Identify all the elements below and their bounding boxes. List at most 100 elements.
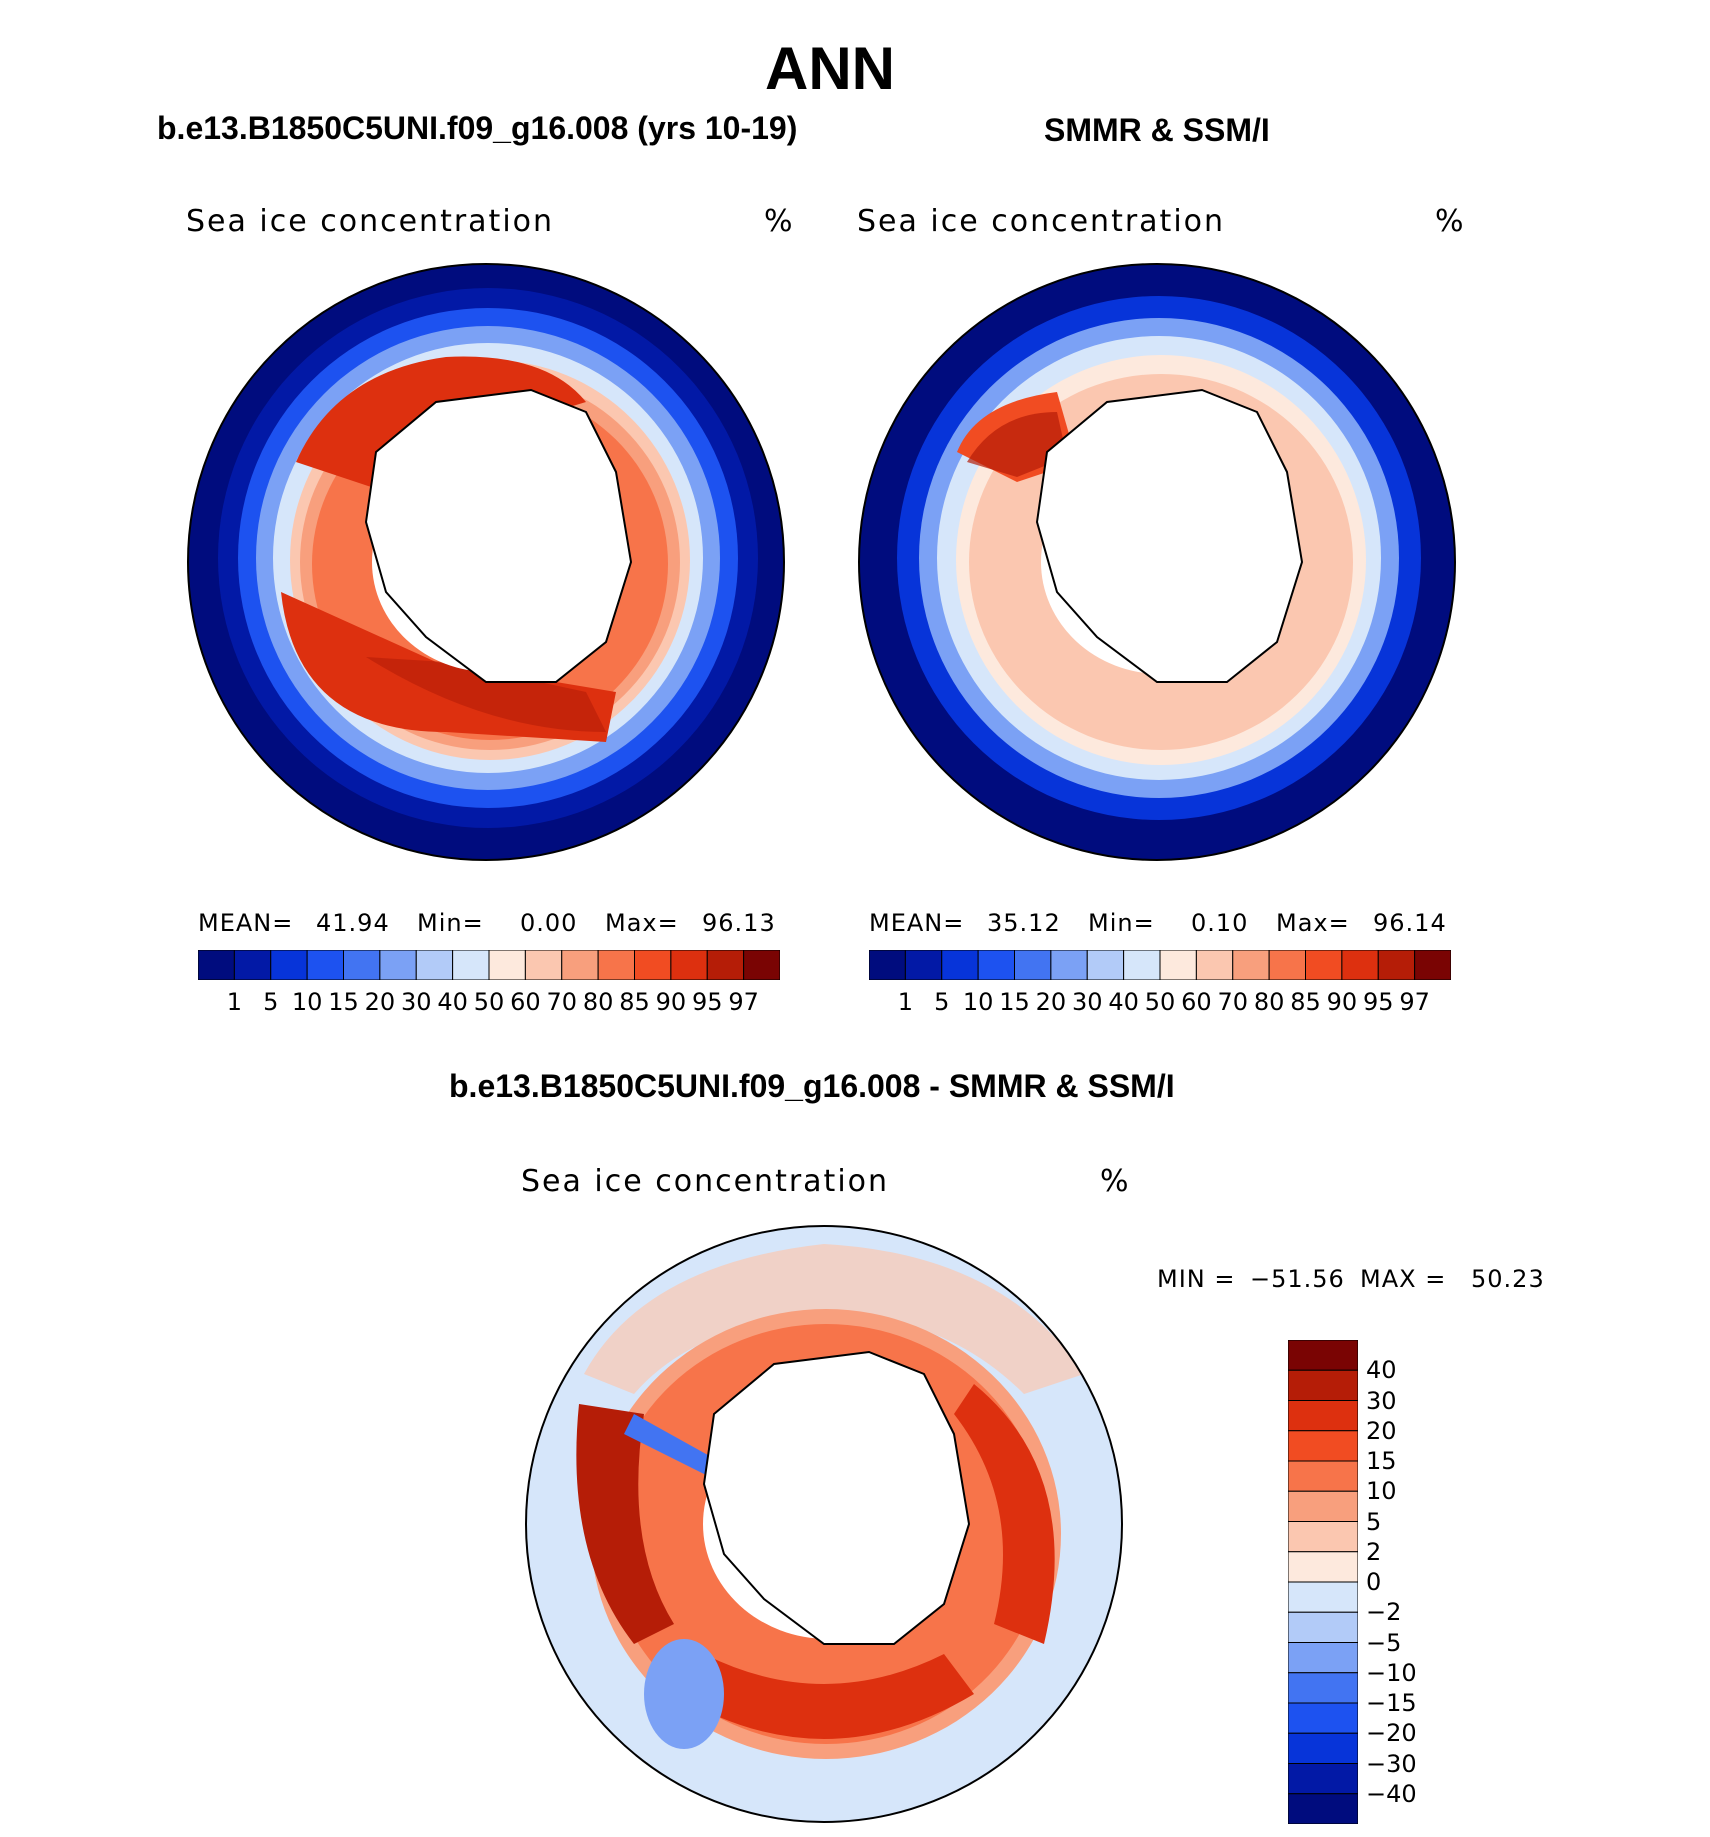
model-colorbar-swatch xyxy=(452,950,490,980)
model-colorbar xyxy=(198,950,780,980)
model-colorbar-tick-label: 95 xyxy=(691,988,723,1016)
diff-colorbar-tick-label: −5 xyxy=(1366,1628,1402,1657)
model-colorbar-tick-label: 20 xyxy=(364,988,396,1016)
model-mean-value: 41.94 xyxy=(316,909,390,937)
diff-colorbar-swatch xyxy=(1288,1793,1358,1824)
obs-polar-map xyxy=(858,263,1456,861)
obs-colorbar-tick-label: 1 xyxy=(897,988,914,1016)
obs-colorbar-swatch xyxy=(1377,950,1416,980)
model-map-unit: % xyxy=(764,204,795,239)
obs-colorbar-tick-label: 15 xyxy=(999,988,1030,1016)
diff-colorbar-tick-label: −15 xyxy=(1366,1689,1417,1717)
model-colorbar-tick-label: 97 xyxy=(728,988,759,1016)
diff-colorbar-tick-label: −20 xyxy=(1366,1719,1417,1748)
diff-colorbar-swatch xyxy=(1288,1642,1358,1674)
obs-colorbar-swatch xyxy=(1268,950,1306,980)
obs-colorbar-tick-label: 90 xyxy=(1326,988,1358,1016)
diff-colorbar-tick-label: −2 xyxy=(1366,1598,1402,1627)
model-colorbar-swatch xyxy=(743,950,780,980)
diff-colorbar-tick-label: 30 xyxy=(1366,1386,1397,1415)
diff-max-value: 50.23 xyxy=(1471,1265,1545,1293)
model-colorbar-tick-label: 30 xyxy=(400,988,432,1016)
obs-min-label: Min= xyxy=(1088,909,1155,937)
model-colorbar-tick-label: 60 xyxy=(510,988,541,1016)
model-max-value: 96.13 xyxy=(702,909,776,937)
model-colorbar-swatch xyxy=(561,950,599,980)
obs-colorbar-tick-label: 60 xyxy=(1181,988,1212,1016)
obs-colorbar-swatch xyxy=(869,950,906,980)
obs-colorbar-tick-label: 10 xyxy=(962,988,994,1016)
diff-min-label: MIN = xyxy=(1157,1265,1236,1293)
diff-colorbar-swatch xyxy=(1288,1430,1358,1462)
model-colorbar-swatch xyxy=(524,950,563,980)
model-colorbar-tick-label: 50 xyxy=(473,988,505,1016)
obs-colorbar-tick-label: 50 xyxy=(1144,988,1176,1016)
obs-colorbar-swatch xyxy=(1232,950,1270,980)
obs-colorbar-swatch xyxy=(1195,950,1234,980)
diff-colorbar-swatch xyxy=(1288,1732,1358,1764)
obs-colorbar-tick-label: 70 xyxy=(1217,988,1249,1016)
model-colorbar-swatch xyxy=(488,950,526,980)
obs-colorbar-swatch xyxy=(1123,950,1161,980)
model-colorbar-tick-label: 80 xyxy=(582,988,614,1016)
model-colorbar-tick-label: 90 xyxy=(655,988,687,1016)
obs-colorbar-tick-label: 40 xyxy=(1108,988,1139,1016)
model-mean-label: MEAN= xyxy=(198,909,294,937)
diff-colorbar-swatch xyxy=(1288,1702,1358,1734)
diff-colorbar-swatch xyxy=(1288,1763,1358,1795)
obs-colorbar-swatch xyxy=(1086,950,1125,980)
diff-colorbar-swatch xyxy=(1288,1611,1358,1643)
diff-colorbar-swatch xyxy=(1288,1460,1358,1492)
model-colorbar-swatch xyxy=(706,950,745,980)
obs-colorbar-swatch xyxy=(904,950,943,980)
obs-map-unit: % xyxy=(1435,204,1466,239)
diff-colorbar-swatch xyxy=(1288,1551,1358,1583)
obs-colorbar xyxy=(869,950,1451,980)
diff-colorbar-tick-label: 5 xyxy=(1366,1507,1382,1536)
obs-colorbar-swatch xyxy=(1341,950,1379,980)
obs-mean-value: 35.12 xyxy=(987,909,1061,937)
obs-mean-label: MEAN= xyxy=(869,909,965,937)
model-min-label: Min= xyxy=(417,909,484,937)
diff-colorbar xyxy=(1288,1340,1358,1824)
obs-colorbar-tick-label: 20 xyxy=(1035,988,1067,1016)
diff-colorbar-tick-label: 0 xyxy=(1366,1568,1382,1596)
diff-map-unit: % xyxy=(1100,1164,1131,1199)
model-colorbar-tick-label: 10 xyxy=(291,988,323,1016)
obs-colorbar-tick-label: 95 xyxy=(1362,988,1394,1016)
model-colorbar-swatch xyxy=(343,950,381,980)
obs-colorbar-tick-label: 5 xyxy=(934,988,950,1016)
obs-panel-title: SMMR & SSM/I xyxy=(1044,112,1270,148)
obs-colorbar-swatch xyxy=(1159,950,1197,980)
diff-colorbar-swatch xyxy=(1288,1369,1358,1401)
diff-colorbar-tick-label: 10 xyxy=(1366,1477,1397,1506)
model-colorbar-swatch xyxy=(270,950,308,980)
diff-colorbar-swatch xyxy=(1288,1581,1358,1613)
obs-colorbar-swatch xyxy=(941,950,979,980)
obs-colorbar-swatch xyxy=(1014,950,1052,980)
diff-colorbar-tick-label: 15 xyxy=(1366,1447,1397,1475)
diff-colorbar-swatch xyxy=(1288,1521,1358,1553)
obs-min-value: 0.10 xyxy=(1191,909,1249,937)
diff-min-value: −51.56 xyxy=(1250,1265,1345,1293)
diff-max-label: MAX = xyxy=(1360,1265,1447,1293)
model-colorbar-tick-label: 15 xyxy=(328,988,359,1016)
obs-colorbar-tick-label: 80 xyxy=(1253,988,1285,1016)
model-map-label: Sea ice concentration xyxy=(186,204,555,239)
obs-max-label: Max= xyxy=(1276,909,1350,937)
model-max-label: Max= xyxy=(605,909,679,937)
model-colorbar-swatch xyxy=(233,950,272,980)
diff-colorbar-swatch xyxy=(1288,1400,1358,1432)
obs-colorbar-swatch xyxy=(1305,950,1343,980)
model-colorbar-swatch xyxy=(379,950,417,980)
model-colorbar-swatch xyxy=(198,950,235,980)
obs-colorbar-swatch xyxy=(977,950,1015,980)
diff-colorbar-swatch xyxy=(1288,1340,1358,1371)
diff-panel-title: b.e13.B1850C5UNI.f09_g16.008 - SMMR & SS… xyxy=(449,1068,1175,1104)
model-polar-map xyxy=(187,263,785,861)
diff-colorbar-tick-label: −40 xyxy=(1366,1779,1417,1808)
model-colorbar-swatch xyxy=(634,950,672,980)
figure-title: ANN xyxy=(765,35,895,102)
obs-max-value: 96.14 xyxy=(1373,909,1447,937)
diff-colorbar-tick-label: 20 xyxy=(1366,1416,1397,1445)
